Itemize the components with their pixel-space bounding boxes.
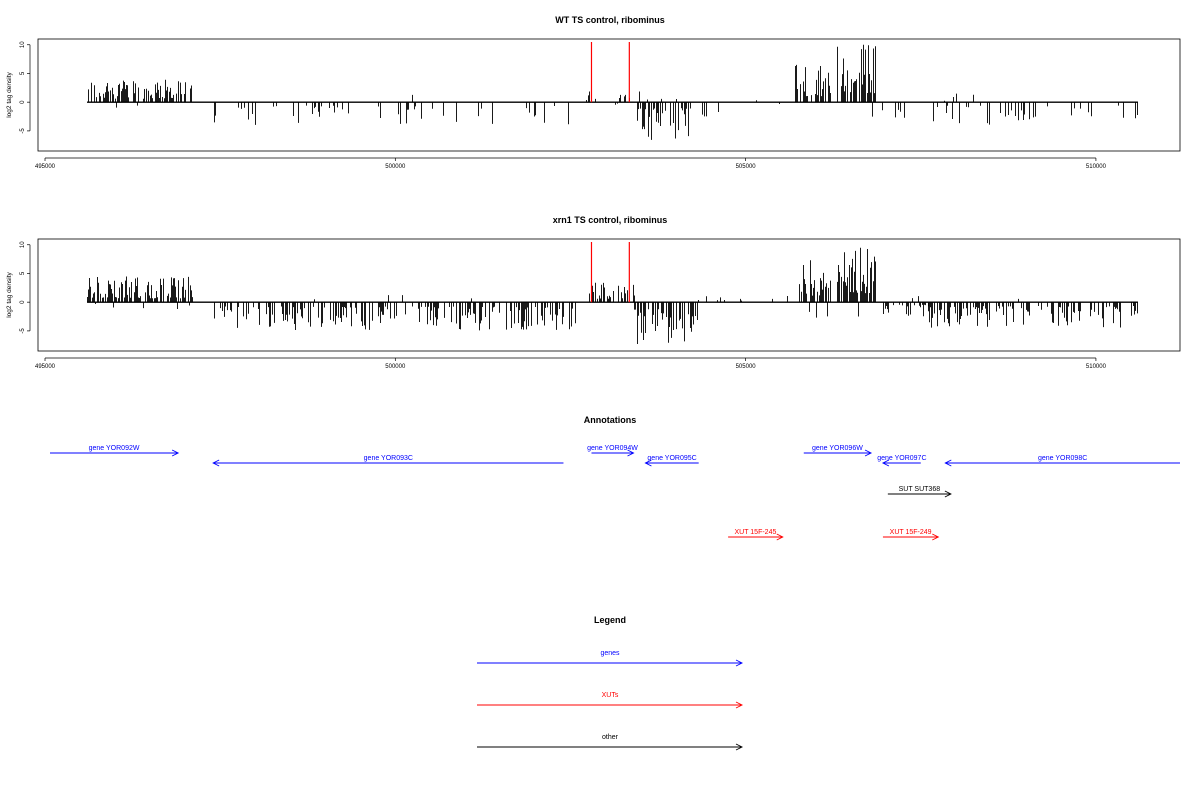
annotation-gene: gene YOR094W bbox=[587, 445, 638, 457]
panel-xrn1-y-tick-label: -5 bbox=[20, 328, 26, 334]
panel-wt-x-axis: 495000 500000 505000 510000 bbox=[35, 157, 1107, 170]
panel-wt-y-axis: -5 0 5 10 bbox=[20, 41, 31, 134]
panel-wt-x-tick-label: 510000 bbox=[1086, 164, 1107, 170]
legend-items: genes XUTs other bbox=[477, 650, 744, 751]
panel-wt-x-tick-label: 500000 bbox=[385, 164, 406, 170]
annotation-gene: gene YOR095C bbox=[644, 455, 699, 467]
panel-xrn1-y-axis: -5 0 5 10 bbox=[20, 241, 31, 334]
panel-xrn1-bars bbox=[87, 247, 1138, 344]
legend-label: other bbox=[602, 734, 619, 741]
legend-item-xut: XUTs bbox=[477, 692, 744, 709]
panel-wt-y-tick-label: 5 bbox=[20, 71, 26, 75]
panel-wt-y-tick-label: 10 bbox=[20, 41, 26, 48]
annotation-label: gene YOR095C bbox=[647, 455, 696, 462]
legend-panel: Legend genes XUTs other bbox=[477, 615, 744, 751]
annotation-arrowhead bbox=[171, 449, 180, 457]
panel-wt: WT TS control, ribominus log2 tag densit… bbox=[6, 15, 1181, 170]
legend-title: Legend bbox=[594, 615, 626, 625]
annotation-xut: XUT 15F-249 bbox=[882, 529, 940, 541]
annotation-arrowhead bbox=[212, 459, 220, 467]
panel-xrn1-y-tick-label: 5 bbox=[20, 271, 26, 275]
annotations-title: Annotations bbox=[584, 415, 637, 425]
panel-wt-x-tick-label: 495000 bbox=[35, 164, 56, 170]
legend-arrowhead bbox=[735, 743, 744, 751]
annotation-arrowhead bbox=[944, 490, 952, 498]
panel-xrn1-x-tick-label: 500000 bbox=[385, 364, 406, 370]
annotation-arrowhead bbox=[944, 459, 952, 467]
annotation-gene: gene YOR096W bbox=[803, 445, 873, 457]
legend-label: genes bbox=[600, 650, 620, 657]
annotation-arrowhead bbox=[644, 459, 652, 467]
panel-xrn1-ylabel: log2 tag density bbox=[6, 271, 13, 317]
annotation-label: gene YOR096W bbox=[812, 445, 863, 452]
annotation-gene: gene YOR092W bbox=[50, 445, 180, 457]
annotation-label: gene YOR098C bbox=[1038, 455, 1087, 462]
panel-wt-y-tick-label: 0 bbox=[20, 100, 26, 104]
annotation-gene: gene YOR098C bbox=[944, 455, 1180, 467]
panel-wt-y-tick-label: -5 bbox=[20, 128, 26, 134]
panel-xrn1: xrn1 TS control, ribominus log2 tag dens… bbox=[6, 215, 1181, 370]
legend-item-gene: genes bbox=[477, 650, 744, 667]
annotation-gene: gene YOR093C bbox=[212, 455, 564, 467]
annotation-arrowhead bbox=[881, 459, 890, 467]
annotation-label: gene YOR093C bbox=[364, 455, 413, 462]
legend-arrowhead bbox=[735, 659, 744, 667]
annotation-label: XUT 15F-249 bbox=[890, 529, 932, 536]
legend-item-other: other bbox=[477, 734, 744, 751]
panel-xrn1-markers bbox=[590, 242, 630, 303]
annotation-arrowhead bbox=[864, 449, 873, 457]
legend-label: XUTs bbox=[602, 692, 619, 699]
annotation-label: gene YOR092W bbox=[89, 445, 140, 452]
annotation-label: gene YOR097C bbox=[877, 455, 926, 462]
annotation-label: XUT 15F-245 bbox=[734, 529, 776, 536]
annotation-label: SUT SUT368 bbox=[899, 486, 941, 493]
panel-xrn1-x-tick-label: 505000 bbox=[736, 364, 757, 370]
panel-wt-frame bbox=[37, 38, 1181, 152]
panel-xrn1-y-tick-label: 10 bbox=[20, 241, 26, 248]
legend-arrowhead bbox=[735, 701, 744, 709]
annotation-label: gene YOR094W bbox=[587, 445, 638, 452]
panel-xrn1-x-axis: 495000 500000 505000 510000 bbox=[35, 357, 1107, 370]
annotation-xut: XUT 15F-245 bbox=[728, 529, 784, 541]
panel-xrn1-x-tick-label: 510000 bbox=[1086, 364, 1107, 370]
panel-xrn1-frame bbox=[37, 238, 1181, 352]
annotation-arrowhead bbox=[627, 449, 635, 457]
annotation-items: gene YOR092W gene YOR093C gene YOR094W gene… bbox=[50, 445, 1180, 541]
panel-xrn1-y-tick-label: 0 bbox=[20, 300, 26, 304]
panel-wt-markers bbox=[590, 42, 630, 103]
annotation-arrowhead bbox=[932, 533, 940, 541]
panel-xrn1-title: xrn1 TS control, ribominus bbox=[553, 215, 668, 225]
annotation-arrowhead bbox=[776, 533, 784, 541]
panel-wt-x-tick-label: 505000 bbox=[736, 164, 757, 170]
annotation-gene: gene YOR097C bbox=[877, 455, 927, 467]
annotation-other: SUT SUT368 bbox=[887, 486, 952, 498]
panel-wt-ylabel: log2 tag density bbox=[6, 71, 13, 117]
panel-wt-bars bbox=[87, 44, 1138, 140]
panel-wt-title: WT TS control, ribominus bbox=[555, 15, 665, 25]
panel-xrn1-x-tick-label: 495000 bbox=[35, 364, 56, 370]
